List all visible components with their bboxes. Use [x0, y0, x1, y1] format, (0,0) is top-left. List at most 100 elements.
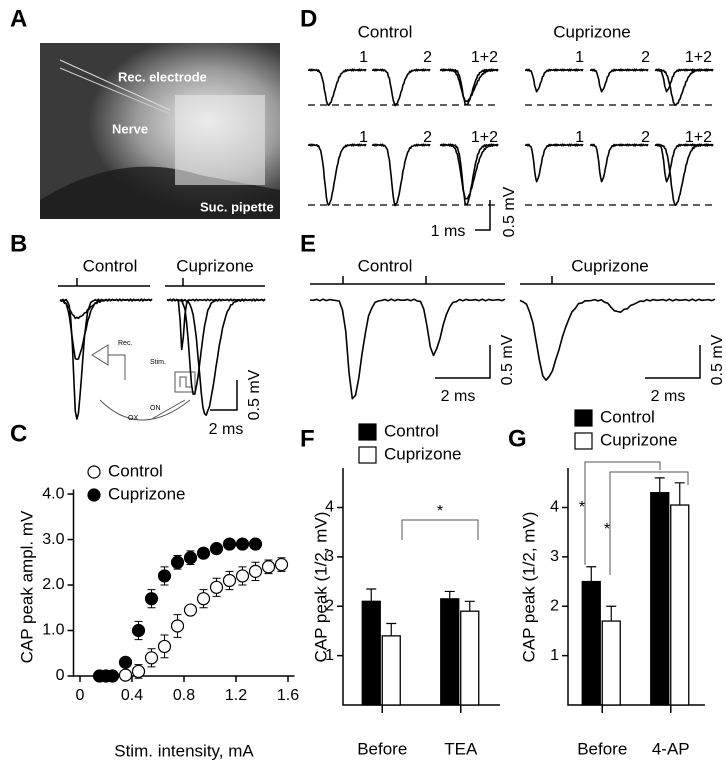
x-tick-label: Before: [357, 739, 407, 758]
x-tick-label: 0.4: [121, 687, 143, 704]
trace-label: 1+2: [471, 49, 498, 66]
trace: [59, 298, 153, 360]
legend-label: Control: [600, 407, 655, 426]
y-tick-label: 2: [325, 597, 334, 614]
error-bar: [444, 590, 455, 599]
data-point: [131, 623, 146, 638]
schematic-label: Rec.: [118, 340, 132, 347]
data-point: [183, 551, 198, 565]
y-tick-label: 3: [325, 548, 334, 565]
data-point: [209, 580, 224, 594]
trace: [654, 143, 714, 206]
data-point: [248, 564, 263, 578]
trace-label: 1+2: [471, 129, 498, 146]
error-bar: [366, 588, 377, 602]
y-tick-label: 2: [550, 597, 559, 614]
photo-label: Rec. electrode: [118, 69, 207, 84]
scale-label: 0.5 mV: [246, 369, 263, 420]
trace: [309, 298, 506, 400]
data-point: [157, 639, 172, 654]
data-point: [196, 592, 211, 606]
schematic-label: Stim.: [150, 359, 166, 366]
data-point: [235, 569, 250, 583]
trace: [307, 68, 367, 106]
trace: [519, 298, 716, 381]
condition-label: Cuprizone: [571, 256, 649, 275]
panel-label: B: [10, 230, 27, 257]
data-point: [144, 592, 159, 606]
schematic-label: OX: [128, 415, 138, 422]
trace-label: 2: [423, 129, 432, 146]
error-bar: [606, 605, 617, 622]
trace-label: 1: [575, 129, 584, 146]
scale-label: 0.5 mV: [709, 334, 726, 385]
x-tick-label: 4-AP: [652, 739, 690, 758]
significance-mark: *: [604, 521, 610, 538]
photo: [40, 43, 280, 219]
data-point: [222, 573, 237, 588]
y-tick-label: 0: [56, 667, 65, 684]
x-axis-label: Stim. intensity, mA: [114, 741, 254, 760]
scale-label: 2 ms: [209, 421, 244, 438]
legend-label: Control: [108, 461, 163, 480]
data-point: [170, 619, 185, 633]
condition-label: Control: [358, 22, 413, 41]
y-tick-label: 1.0: [42, 622, 64, 639]
scale-label: 2 ms: [651, 388, 686, 405]
data-point: [183, 603, 198, 617]
y-tick-label: 2.0: [42, 576, 64, 593]
scale-label: 0.5 mV: [499, 334, 516, 385]
trace: [371, 143, 431, 207]
y-tick-label: 4: [550, 499, 559, 516]
data-point: [131, 664, 146, 679]
trace-label: 1+2: [685, 129, 712, 146]
photo-label: Suc. pipette: [200, 199, 274, 214]
legend-marker: [87, 488, 101, 502]
x-tick-label: 0: [76, 687, 85, 704]
data-point: [209, 542, 224, 556]
data-point: [196, 546, 211, 560]
trace: [654, 68, 714, 106]
trace-label: 1+2: [685, 49, 712, 66]
x-tick-label: TEA: [444, 739, 478, 758]
significance-bracket: [584, 461, 689, 575]
condition-label: Cuprizone: [553, 22, 631, 41]
data-point: [118, 655, 133, 669]
x-tick-label: 0.8: [173, 687, 195, 704]
legend-label: Cuprizone: [600, 430, 678, 449]
panel-label: C: [10, 420, 27, 447]
error-bar: [586, 566, 597, 582]
data-point: [170, 555, 185, 569]
legend-marker: [574, 432, 593, 450]
scale-label: 1 ms: [431, 223, 466, 240]
x-tick-label: 1.2: [225, 687, 247, 704]
condition-label: Cuprizone: [176, 256, 254, 275]
trace-label: 1: [575, 49, 584, 66]
error-bar: [674, 482, 685, 506]
data-point: [105, 669, 120, 683]
legend-marker: [358, 446, 377, 464]
bar: [460, 610, 480, 706]
bar: [601, 620, 621, 706]
y-tick-label: 1: [325, 647, 334, 664]
panel-label: D: [300, 5, 317, 32]
data-point: [144, 651, 159, 665]
data-point: [118, 668, 133, 682]
trace: [307, 143, 367, 206]
trace: [524, 68, 584, 93]
x-tick-label: 1.6: [277, 687, 299, 704]
y-tick-label: 3: [550, 548, 559, 565]
trace: [59, 298, 153, 320]
trace-label: 1: [359, 49, 368, 66]
x-tick-label: Before: [577, 739, 627, 758]
trace: [166, 298, 266, 351]
trace: [371, 68, 431, 107]
bar: [440, 598, 460, 706]
panel-label: A: [10, 5, 27, 32]
y-tick-label: 4.0: [42, 485, 64, 502]
bar: [650, 492, 670, 706]
scale-label: 0.5 mV: [501, 186, 518, 237]
y-tick-label: 3.0: [42, 531, 64, 548]
condition-label: Control: [83, 256, 138, 275]
